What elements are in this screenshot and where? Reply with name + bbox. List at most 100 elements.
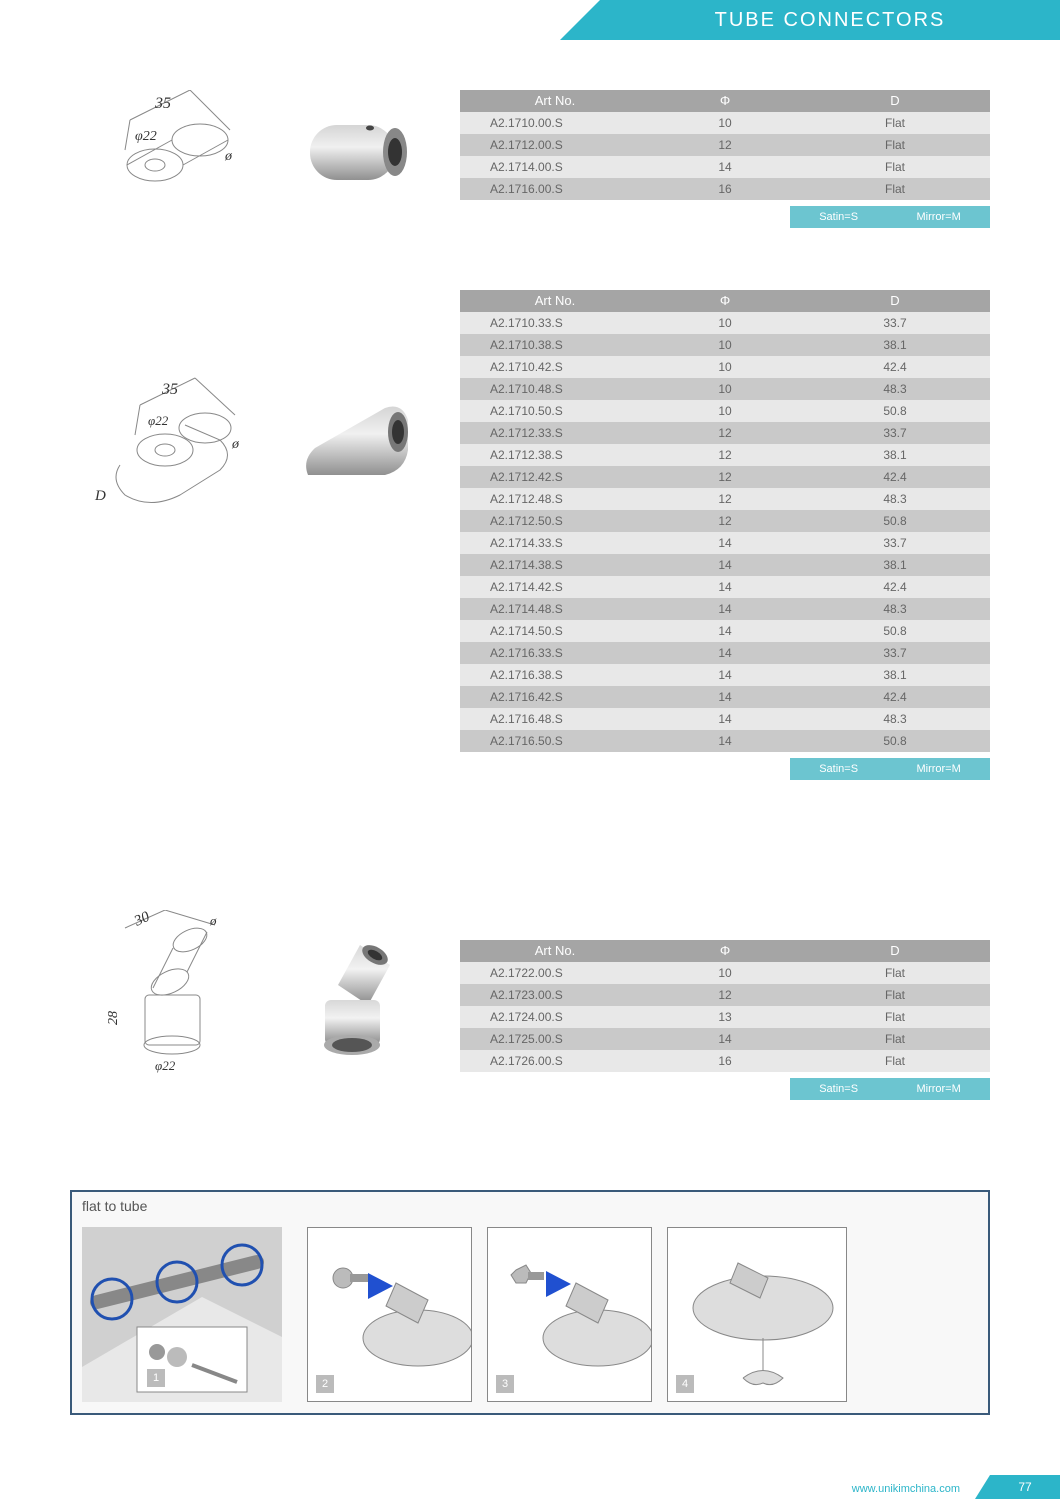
footer-page-number: 77 bbox=[990, 1475, 1060, 1499]
cell-phi: 12 bbox=[650, 984, 800, 1006]
cell-d: Flat bbox=[800, 1028, 990, 1050]
cell-phi: 14 bbox=[650, 686, 800, 708]
cell-d: 33.7 bbox=[800, 642, 990, 664]
cell-phi: 14 bbox=[650, 620, 800, 642]
cell-artno: A2.1710.33.S bbox=[460, 312, 650, 334]
table-row: A2.1712.33.S1233.7 bbox=[460, 422, 990, 444]
cell-artno: A2.1712.50.S bbox=[460, 510, 650, 532]
cell-artno: A2.1710.38.S bbox=[460, 334, 650, 356]
cell-d: 33.7 bbox=[800, 422, 990, 444]
cell-d: 42.4 bbox=[800, 466, 990, 488]
table-row: A2.1716.38.S1438.1 bbox=[460, 664, 990, 686]
instr-step-3: 3 bbox=[487, 1227, 652, 1402]
cell-d: 48.3 bbox=[800, 378, 990, 400]
tech-drawing-2-icon: 35 φ22 ø D bbox=[90, 370, 270, 530]
table-3: Art No. Φ D A2.1722.00.S10FlatA2.1723.00… bbox=[460, 940, 990, 1100]
cell-d: Flat bbox=[800, 1050, 990, 1072]
cell-phi: 13 bbox=[650, 1006, 800, 1028]
step4-icon bbox=[668, 1228, 846, 1401]
cell-d: 48.3 bbox=[800, 708, 990, 730]
instr-step-2: 2 bbox=[307, 1227, 472, 1402]
cell-d: 38.1 bbox=[800, 554, 990, 576]
cell-phi: 14 bbox=[650, 576, 800, 598]
step-number: 2 bbox=[316, 1375, 334, 1393]
dim-phi22: φ22 bbox=[135, 129, 157, 144]
th-d: D bbox=[800, 940, 990, 962]
table-row: A2.1716.33.S1433.7 bbox=[460, 642, 990, 664]
cell-d: 38.1 bbox=[800, 664, 990, 686]
table-row: A2.1710.48.S1048.3 bbox=[460, 378, 990, 400]
table-header-row: Art No. Φ D bbox=[460, 90, 990, 112]
cell-artno: A2.1714.33.S bbox=[460, 532, 650, 554]
connector-photo-3-icon bbox=[290, 930, 420, 1070]
cell-artno: A2.1714.42.S bbox=[460, 576, 650, 598]
footer-triangle bbox=[975, 1475, 990, 1499]
cell-artno: A2.1725.00.S bbox=[460, 1028, 650, 1050]
cell-artno: A2.1716.33.S bbox=[460, 642, 650, 664]
product-photo-1 bbox=[290, 100, 420, 203]
table-row: A2.1714.38.S1438.1 bbox=[460, 554, 990, 576]
cell-artno: A2.1716.50.S bbox=[460, 730, 650, 752]
table-row: A2.1724.00.S13Flat bbox=[460, 1006, 990, 1028]
cell-phi: 12 bbox=[650, 444, 800, 466]
cell-d: 50.8 bbox=[800, 400, 990, 422]
cell-phi: 14 bbox=[650, 598, 800, 620]
cell-artno: A2.1712.33.S bbox=[460, 422, 650, 444]
cell-artno: A2.1724.00.S bbox=[460, 1006, 650, 1028]
banner-triangle bbox=[560, 0, 600, 40]
cell-d: Flat bbox=[800, 1006, 990, 1028]
cell-artno: A2.1714.50.S bbox=[460, 620, 650, 642]
cell-artno: A2.1716.38.S bbox=[460, 664, 650, 686]
cell-d: Flat bbox=[800, 962, 990, 984]
table-header-row: Art No. Φ D bbox=[460, 290, 990, 312]
cell-phi: 14 bbox=[650, 532, 800, 554]
table-row: A2.1710.33.S1033.7 bbox=[460, 312, 990, 334]
cell-d: Flat bbox=[800, 134, 990, 156]
cell-artno: A2.1710.00.S bbox=[460, 112, 650, 134]
product-photo-2 bbox=[290, 390, 420, 503]
step-number: 1 bbox=[147, 1369, 165, 1387]
dim-phi: ø bbox=[209, 913, 217, 928]
cell-d: 42.4 bbox=[800, 686, 990, 708]
cell-artno: A2.1726.00.S bbox=[460, 1050, 650, 1072]
cell-artno: A2.1712.00.S bbox=[460, 134, 650, 156]
table-row: A2.1726.00.S16Flat bbox=[460, 1050, 990, 1072]
table-header-row: Art No. Φ D bbox=[460, 940, 990, 962]
table-row: A2.1710.00.S10Flat bbox=[460, 112, 990, 134]
table-row: A2.1710.42.S1042.4 bbox=[460, 356, 990, 378]
cell-phi: 12 bbox=[650, 422, 800, 444]
th-artno: Art No. bbox=[460, 940, 650, 962]
dim-28: 28 bbox=[106, 1011, 121, 1025]
table-row: A2.1712.50.S1250.8 bbox=[460, 510, 990, 532]
diagram-2: 35 φ22 ø D bbox=[90, 370, 270, 533]
cell-phi: 10 bbox=[650, 112, 800, 134]
dim-35: 35 bbox=[154, 95, 171, 112]
cell-phi: 12 bbox=[650, 510, 800, 532]
cell-artno: A2.1710.42.S bbox=[460, 356, 650, 378]
cell-d: 50.8 bbox=[800, 730, 990, 752]
cell-phi: 10 bbox=[650, 962, 800, 984]
instructions-panel: flat to tube 1 bbox=[70, 1190, 990, 1415]
table-row: A2.1714.48.S1448.3 bbox=[460, 598, 990, 620]
dim-35: 35 bbox=[161, 381, 178, 398]
cell-phi: 12 bbox=[650, 488, 800, 510]
mirror-label: Mirror=M bbox=[916, 1083, 960, 1095]
cell-phi: 14 bbox=[650, 642, 800, 664]
connector-photo-2-icon bbox=[290, 390, 420, 500]
cell-d: 48.3 bbox=[800, 488, 990, 510]
cell-artno: A2.1712.48.S bbox=[460, 488, 650, 510]
finish-legend: Satin=S Mirror=M bbox=[790, 758, 990, 780]
table-row: A2.1725.00.S14Flat bbox=[460, 1028, 990, 1050]
cell-artno: A2.1716.42.S bbox=[460, 686, 650, 708]
page: TUBE CONNECTORS 35 φ22 ø bbox=[0, 0, 1060, 1499]
satin-label: Satin=S bbox=[819, 1083, 858, 1095]
th-phi: Φ bbox=[650, 940, 800, 962]
table-row: A2.1714.00.S14Flat bbox=[460, 156, 990, 178]
footer: www.unikimchina.com 77 bbox=[0, 1475, 1060, 1499]
th-d: D bbox=[800, 290, 990, 312]
cell-phi: 16 bbox=[650, 178, 800, 200]
table-row: A2.1722.00.S10Flat bbox=[460, 962, 990, 984]
cell-d: 33.7 bbox=[800, 312, 990, 334]
instr-step-4: 4 bbox=[667, 1227, 847, 1402]
table-1: Art No. Φ D A2.1710.00.S10FlatA2.1712.00… bbox=[460, 90, 990, 228]
